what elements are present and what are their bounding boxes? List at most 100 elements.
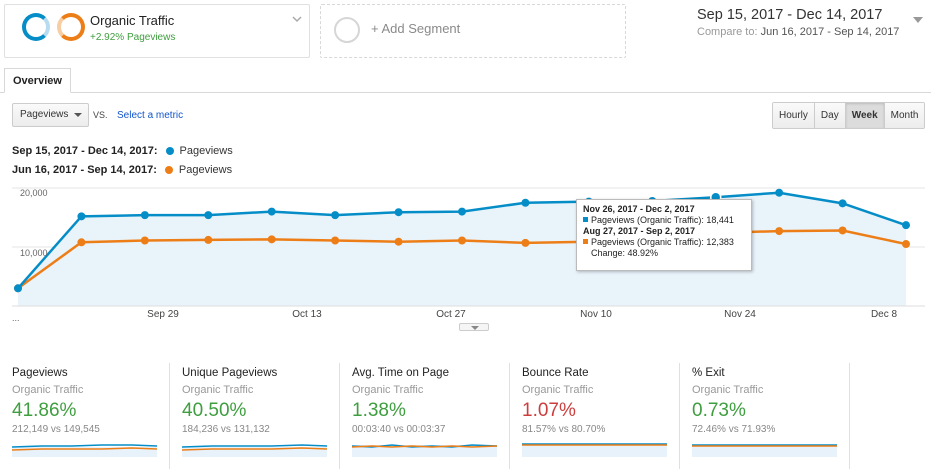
add-segment-circle-icon [334, 17, 360, 43]
scorecard-change: 0.73% [692, 400, 746, 421]
scorecard-change: 1.38% [352, 400, 406, 421]
x-tick-label: Dec 8 [870, 309, 898, 320]
primary-point [331, 211, 340, 220]
scorecard-change: 40.50% [182, 400, 247, 421]
scorecard-segment: Organic Traffic [692, 384, 764, 396]
compare-point [775, 227, 784, 236]
y-tick-label: 10,000 [20, 248, 48, 258]
scorecard-title: Avg. Time on Page [352, 367, 449, 379]
compare-point [331, 236, 340, 245]
scorecard-compare: 184,236 vs 131,132 [182, 424, 270, 435]
segment-subtitle: +2.92% Pageviews [90, 32, 176, 43]
x-tick-label: Sep 29 [147, 309, 179, 320]
week-button[interactable]: Week [845, 103, 885, 128]
primary-point [267, 207, 276, 216]
scorecard-segment: Organic Traffic [352, 384, 424, 396]
chart-tooltip: Nov 26, 2017 - Dec 2, 2017 Pageviews (Or… [576, 199, 752, 271]
primary-point [14, 284, 22, 293]
scorecard-change: 1.07% [522, 400, 576, 421]
series-square-icon [583, 217, 588, 222]
primary-point [521, 198, 530, 207]
x-tick-label: Oct 27 [436, 309, 466, 320]
y-tick-label: 20,000 [20, 188, 48, 198]
scorecard-compare: 81.57% vs 80.70% [522, 424, 606, 435]
granularity-buttons: Hourly Day Week Month [772, 102, 926, 129]
primary-point [838, 199, 847, 208]
pageviews-line-chart[interactable]: 20,000 10,000 ... Sep 29 Oct 13 Oct 27 N… [0, 180, 931, 331]
segment-organic-traffic[interactable] [4, 4, 310, 58]
scorecard-segment: Organic Traffic [522, 384, 594, 396]
scorecard-title: Unique Pageviews [182, 367, 278, 379]
legend-metric: Pageviews [178, 164, 233, 176]
segment-title: Organic Traffic [90, 13, 175, 28]
scorecard-segment: Organic Traffic [182, 384, 254, 396]
add-segment-label[interactable]: + Add Segment [371, 21, 461, 36]
legend-compare: Jun 16, 2017 - Sep 14, 2017: Pageviews [12, 164, 232, 176]
x-tick-label: Nov 24 [724, 309, 756, 320]
tab-overview[interactable]: Overview [4, 68, 71, 93]
x-start-label: ... [12, 313, 20, 323]
scorecard-title: Pageviews [12, 367, 68, 379]
legend-current: Sep 15, 2017 - Dec 14, 2017: Pageviews [12, 145, 233, 157]
scorecards: Pageviews Organic Traffic 41.86% 212,149… [0, 363, 931, 469]
scorecard-pageviews[interactable]: Pageviews Organic Traffic 41.86% 212,149… [0, 363, 170, 469]
date-dropdown-arrow-icon[interactable] [913, 17, 923, 23]
compare-label: Compare to: [697, 26, 758, 38]
scorecard-sparkline [12, 444, 157, 457]
scorecard-compare: 00:03:40 vs 00:03:37 [352, 424, 446, 435]
scorecard-title: Bounce Rate [522, 367, 589, 379]
compare-point [77, 238, 86, 247]
scorecard-sparkline [692, 444, 837, 457]
scorecard-unique-pageviews[interactable]: Unique Pageviews Organic Traffic 40.50% … [170, 363, 340, 469]
compare-range-value: Jun 16, 2017 - Sep 14, 2017 [760, 26, 900, 38]
compare-point [394, 237, 403, 246]
tab-bar-divider [0, 92, 931, 93]
primary-point [204, 211, 213, 220]
primary-point [394, 208, 403, 217]
tooltip-previous-value: Pageviews (Organic Traffic): 12,383 [591, 237, 734, 247]
chart-canvas [12, 187, 925, 307]
legend-metric: Pageviews [179, 145, 233, 157]
scorecard-change: 41.86% [12, 400, 77, 421]
tooltip-previous-range: Aug 27, 2017 - Sep 2, 2017 [583, 226, 696, 236]
compare-point [458, 236, 466, 245]
chevron-down-icon[interactable] [291, 13, 303, 25]
tooltip-previous-row: Pageviews (Organic Traffic): 12,383 [583, 237, 745, 248]
scorecard-sparkline [182, 444, 327, 457]
scorecard-sparkline [522, 443, 667, 457]
chart-collapse-handle[interactable] [459, 323, 489, 331]
metric-select-value: Pageviews [20, 109, 69, 120]
month-button[interactable]: Month [884, 103, 925, 128]
date-range-selector[interactable]: Sep 15, 2017 - Dec 14, 2017 [697, 7, 883, 23]
series-square-icon [583, 239, 588, 244]
tooltip-current-value: Pageviews (Organic Traffic): 18,441 [591, 215, 734, 225]
scorecard-compare: 72.46% vs 71.93% [692, 424, 776, 435]
add-segment-button[interactable] [320, 4, 626, 58]
scorecard-exit[interactable]: % Exit Organic Traffic 0.73% 72.46% vs 7… [680, 363, 850, 469]
compare-point [204, 235, 213, 244]
compare-donut-icon [57, 13, 85, 41]
primary-point [458, 207, 466, 216]
tooltip-current-row: Pageviews (Organic Traffic): 18,441 [583, 215, 745, 226]
legend-range: Sep 15, 2017 - Dec 14, 2017: [12, 145, 158, 157]
primary-point [77, 212, 86, 221]
compare-point [838, 226, 847, 235]
scorecard-title: % Exit [692, 367, 725, 379]
hourly-button[interactable]: Hourly [773, 103, 815, 128]
compare-point [140, 236, 149, 245]
day-button[interactable]: Day [814, 103, 846, 128]
scorecard-compare: 212,149 vs 149,545 [12, 424, 100, 435]
compare-range[interactable]: Compare to: Jun 16, 2017 - Sep 14, 2017 [697, 26, 899, 38]
scorecard-bounce-rate[interactable]: Bounce Rate Organic Traffic 1.07% 81.57%… [510, 363, 680, 469]
legend-range: Jun 16, 2017 - Sep 14, 2017: [12, 164, 157, 176]
caret-down-icon [74, 113, 82, 117]
primary-point [775, 188, 784, 197]
x-tick-label: Nov 10 [580, 309, 612, 320]
tooltip-change: Change: 48.92% [591, 248, 659, 258]
x-tick-label: Oct 13 [292, 309, 322, 320]
segment-donut-icon [22, 13, 50, 41]
select-metric-link[interactable]: Select a metric [117, 110, 184, 121]
compare-point [267, 235, 276, 244]
scorecard-avg-time[interactable]: Avg. Time on Page Organic Traffic 1.38% … [340, 363, 510, 469]
metric-select[interactable]: Pageviews [12, 103, 89, 127]
